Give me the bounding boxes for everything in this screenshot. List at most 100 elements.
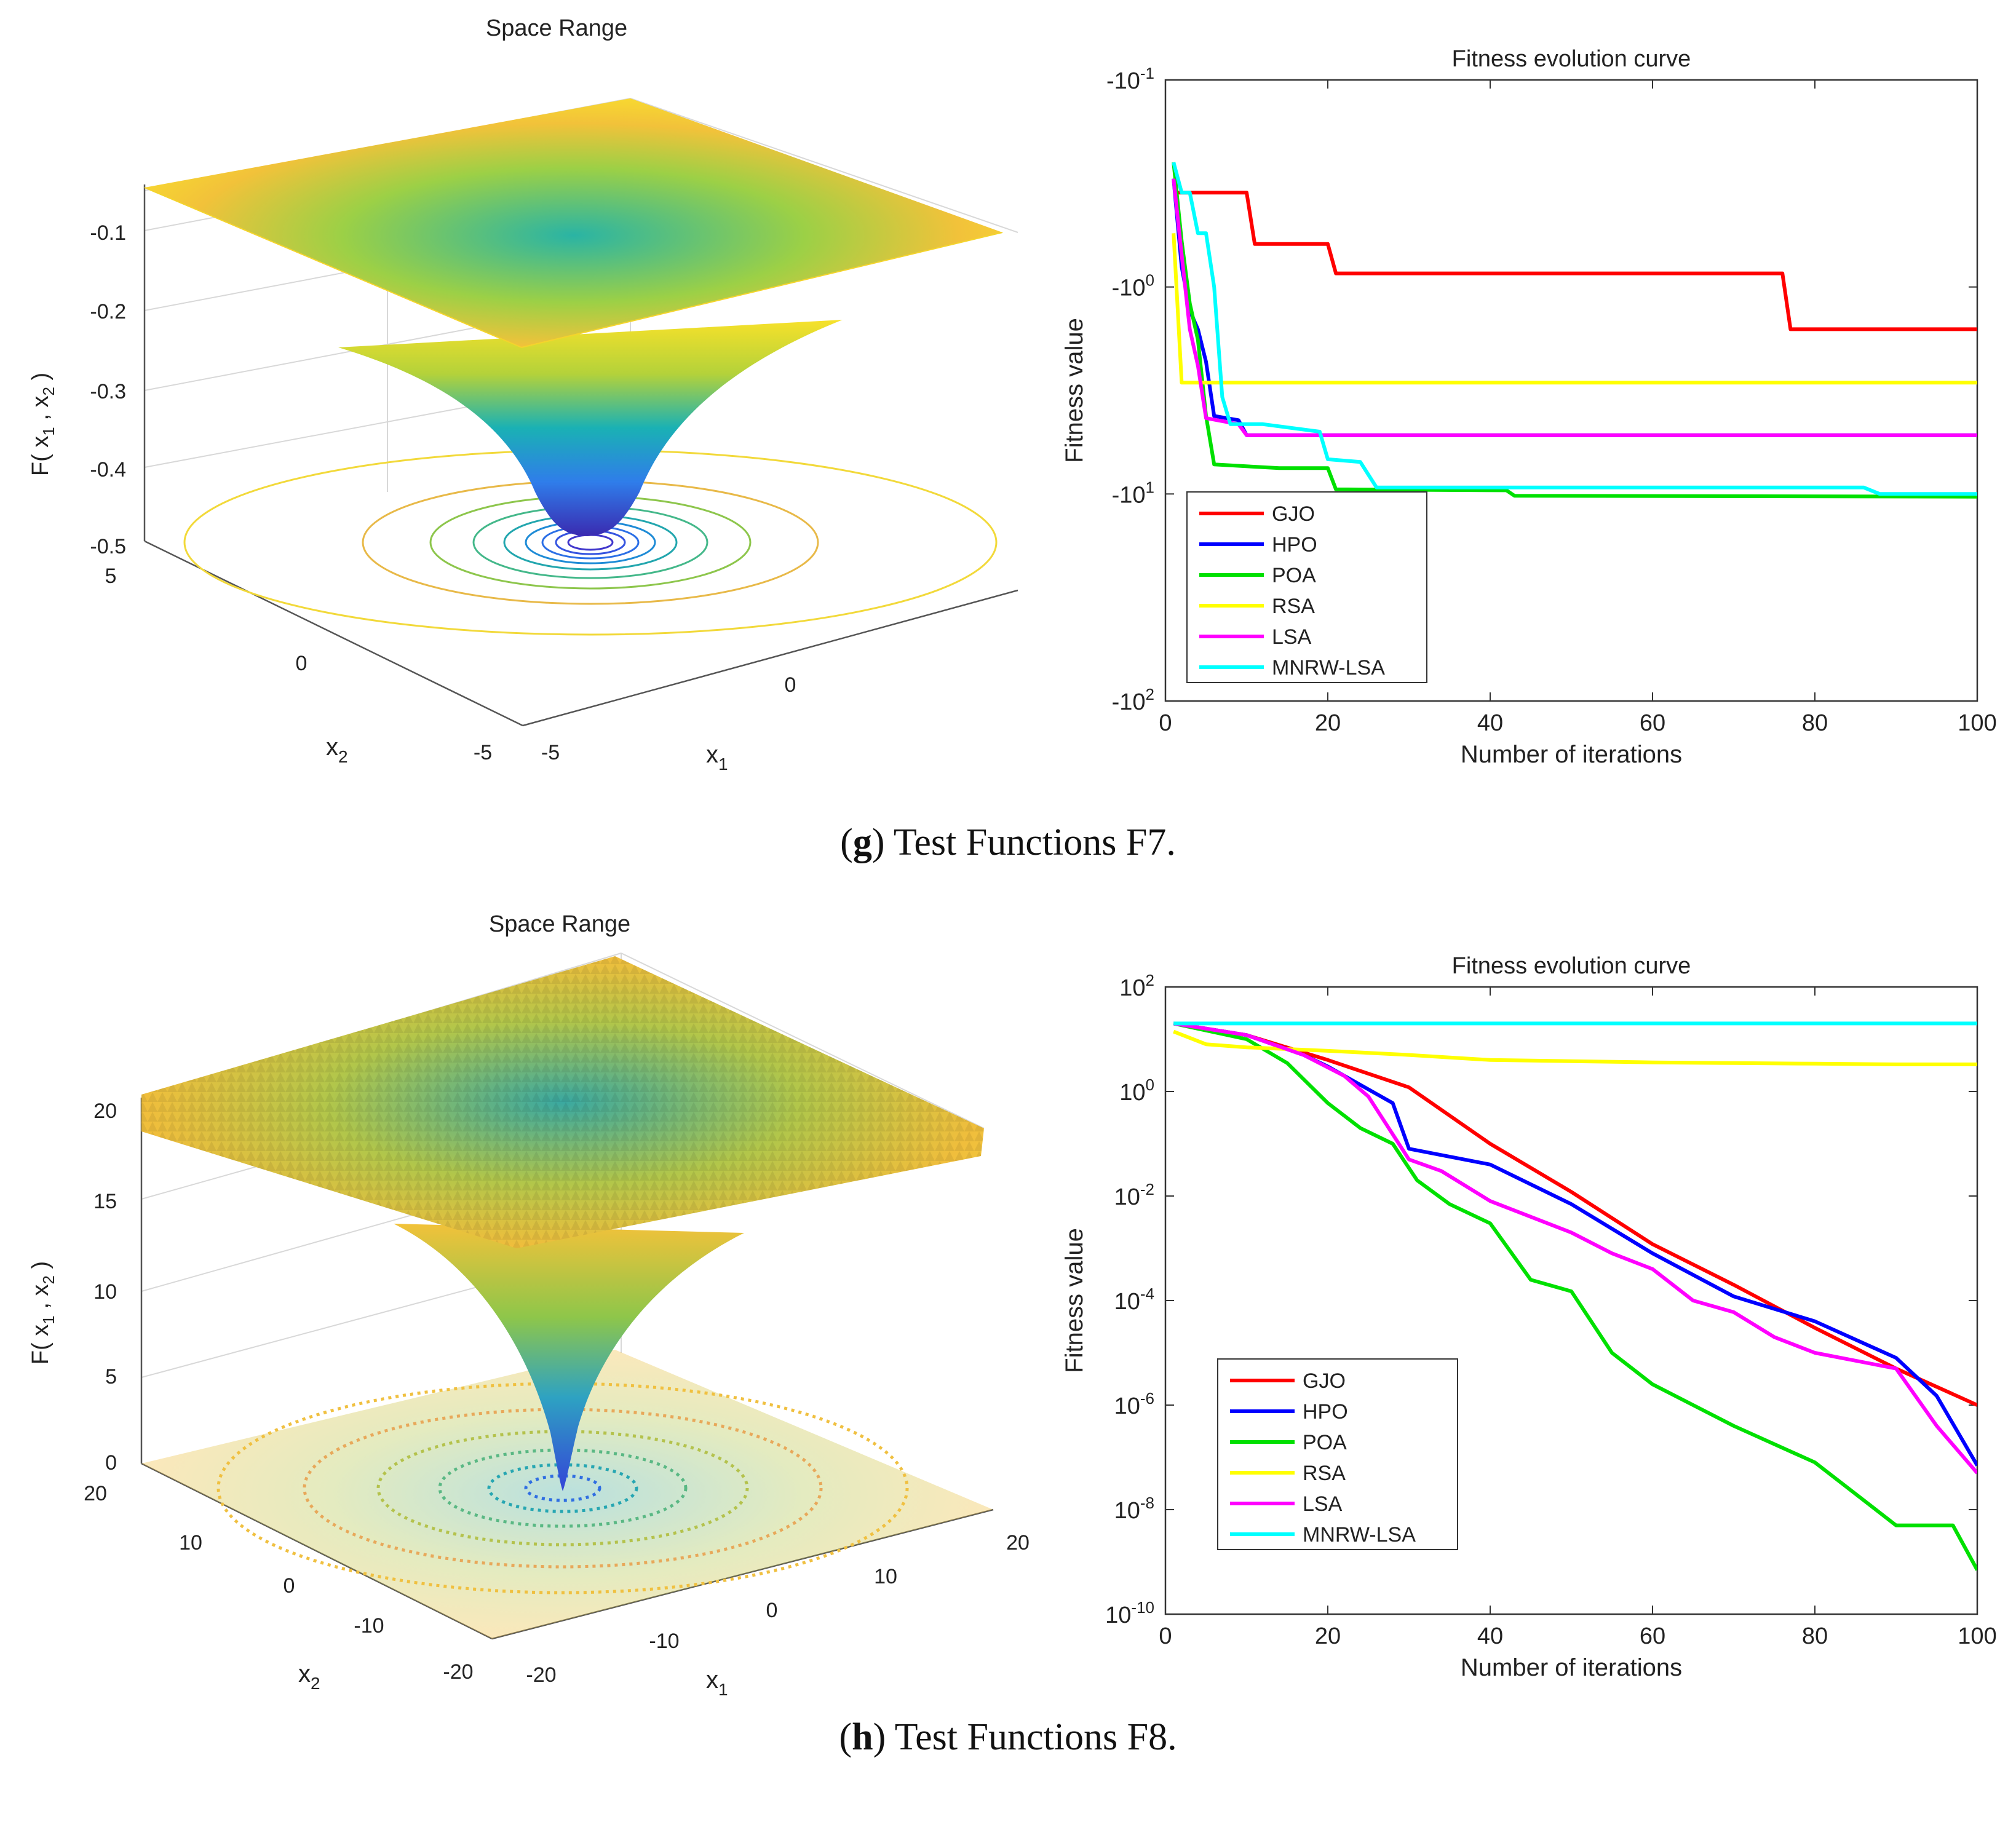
z-tick: -0.1 <box>90 221 126 245</box>
x2-tick: 0 <box>296 652 308 675</box>
series-line <box>1173 1021 1977 1571</box>
x-tick-label: 60 <box>1640 710 1665 736</box>
x-tick-label: 100 <box>1958 1623 1996 1649</box>
y-tick-label: 102 <box>1119 971 1154 1001</box>
z-tick: 10 <box>93 1280 117 1304</box>
z-tick: -0.2 <box>90 300 126 323</box>
x-tick-label: 100 <box>1958 710 1996 736</box>
x-tick-label: 80 <box>1802 1623 1828 1649</box>
surface-title: Space Range <box>489 911 630 937</box>
x-tick-label: 60 <box>1640 1623 1665 1649</box>
z-tick: 15 <box>93 1190 117 1213</box>
x1-tick: -5 <box>541 741 560 764</box>
x1-tick: 0 <box>785 673 796 697</box>
x2-ticks: 5 0 -5 <box>105 564 493 764</box>
x2-ticks: 20 10 0 -10 -20 <box>84 1482 473 1684</box>
legend-label: POA <box>1272 564 1316 587</box>
x1-tick: 20 <box>1006 1531 1030 1555</box>
x-tick-label: 80 <box>1802 710 1828 736</box>
x1-tick: 10 <box>874 1565 897 1588</box>
x-tick-label: 20 <box>1315 1623 1341 1649</box>
legend-label: LSA <box>1303 1492 1343 1516</box>
figure-caption-g: (g) Test Functions F7. <box>840 822 1176 863</box>
z-axis-label: F( x1 , x2 ) <box>28 1261 58 1365</box>
z-tick: 20 <box>93 1099 117 1123</box>
surface-axes <box>143 184 1018 727</box>
legend-label: MNRW-LSA <box>1303 1523 1416 1547</box>
x2-axis-label: x2 <box>298 1660 320 1693</box>
legend-label: GJO <box>1303 1369 1346 1393</box>
z-axis-label: F( x1 , x2 ) <box>28 373 58 476</box>
x1-axis-label: x1 <box>706 1666 728 1699</box>
legend-box <box>1217 1358 1458 1550</box>
y-tick-label: -102 <box>1112 685 1154 715</box>
legend-label: MNRW-LSA <box>1272 656 1385 679</box>
x2-tick: 0 <box>284 1574 295 1598</box>
legend-box <box>1186 491 1427 683</box>
x1-axis-label: x1 <box>706 741 728 774</box>
y-tick-label: 10-4 <box>1114 1285 1154 1315</box>
x2-tick: -20 <box>443 1660 473 1684</box>
series-line <box>1172 162 1977 496</box>
series-line <box>1172 233 1977 385</box>
x2-tick: 5 <box>105 564 117 588</box>
y-tick-label: -101 <box>1112 478 1154 508</box>
surface-title: Space Range <box>486 15 627 41</box>
x2-tick: 20 <box>84 1482 107 1505</box>
surface-panel-f8: Space Range <box>28 911 1030 1699</box>
fitness-chart-f8: 0 20 40 60 80 100 102 100 10-2 10-4 10-6 10-8 10-10 F… <box>1061 953 1997 1681</box>
chart-title: Fitness evolution curve <box>1452 46 1691 72</box>
figure-caption-h: (h) Test Functions F8. <box>839 1716 1177 1758</box>
y-axis-label: Fitness value <box>1061 318 1088 463</box>
x-tick-label: 40 <box>1477 1623 1503 1649</box>
x2-tick: -10 <box>354 1614 384 1638</box>
series-line <box>1173 1029 1977 1066</box>
x1-tick: -20 <box>526 1663 556 1687</box>
y-tick-label: 10-10 <box>1105 1598 1154 1628</box>
x1-tick: -10 <box>649 1630 679 1653</box>
legend-label: RSA <box>1272 595 1315 618</box>
y-tick-label: -100 <box>1112 271 1154 301</box>
z-tick: -0.3 <box>90 380 126 403</box>
z-tick: -0.5 <box>90 535 126 558</box>
series-line <box>1172 178 1977 437</box>
x-tick-label: 20 <box>1315 710 1341 736</box>
x-tick-label: 40 <box>1477 710 1503 736</box>
x1-tick: 0 <box>766 1599 778 1622</box>
contour-floor <box>141 1350 993 1639</box>
series-line <box>1173 1021 1977 1407</box>
y-axis-label: Fitness value <box>1061 1228 1088 1373</box>
surface-funnel <box>338 320 843 536</box>
y-tick-label: 10-8 <box>1114 1494 1154 1524</box>
y-tick-label: 10-6 <box>1114 1389 1154 1419</box>
x2-tick: -5 <box>474 741 492 764</box>
y-tick-label: -10-1 <box>1106 64 1154 94</box>
series-line <box>1173 191 1977 331</box>
legend-label: RSA <box>1303 1462 1346 1485</box>
legend-label: HPO <box>1303 1400 1348 1424</box>
x-tick-label: 0 <box>1159 710 1172 736</box>
x1-ticks: -20 -10 0 10 20 <box>526 1531 1029 1687</box>
legend-label: POA <box>1303 1431 1347 1454</box>
x1-ticks: -5 0 <box>541 673 796 764</box>
x-tick-label: 0 <box>1159 1623 1172 1649</box>
x2-tick: 10 <box>179 1531 202 1555</box>
legend-label: LSA <box>1272 625 1312 649</box>
surface-funnel <box>394 1224 744 1491</box>
z-tick: 0 <box>105 1451 117 1475</box>
z-tick: 5 <box>105 1365 117 1388</box>
surface-sheet <box>145 98 1002 347</box>
y-tick-label: 10-2 <box>1114 1180 1154 1210</box>
legend-label: GJO <box>1272 502 1315 526</box>
z-tick: -0.4 <box>90 458 126 481</box>
chart-title: Fitness evolution curve <box>1452 953 1691 979</box>
z-ticks: -0.1 -0.2 -0.3 -0.4 -0.5 <box>90 221 126 558</box>
y-tick-label: 100 <box>1119 1075 1154 1106</box>
surface-panel-f7: Space Range <box>28 15 1018 774</box>
fitness-chart-f7: 0 20 40 60 80 100 -10-1 -100 -101 -102 Fitness evo… <box>1061 46 1997 768</box>
series-line <box>1172 162 1977 499</box>
x-axis-label: Number of iterations <box>1461 741 1682 768</box>
x-axis-label: Number of iterations <box>1461 1654 1682 1681</box>
series-line <box>1173 1021 1977 1475</box>
legend-label: HPO <box>1272 533 1317 557</box>
